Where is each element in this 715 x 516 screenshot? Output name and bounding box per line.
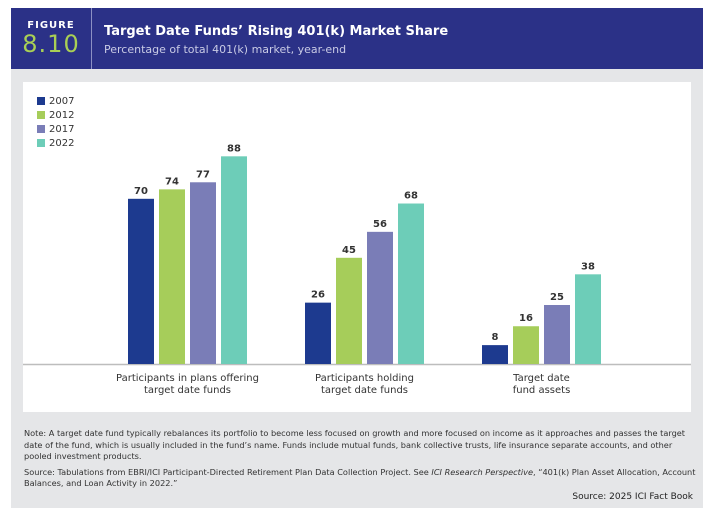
figure-number: 8.10: [22, 30, 80, 58]
figure-frame: FIGURE 8.10 Target Date Funds’ Rising 40…: [11, 8, 703, 508]
data-label: 88: [227, 143, 241, 154]
bar-2017-cat0: [190, 182, 216, 364]
legend-item-2017: 2017: [37, 122, 74, 136]
footnotes: Note: A target date fund typically rebal…: [24, 428, 696, 494]
legend-swatch: [37, 125, 45, 133]
legend-swatch: [37, 97, 45, 105]
figure-header: FIGURE 8.10 Target Date Funds’ Rising 40…: [11, 8, 703, 69]
bar-2007-cat1: [305, 302, 331, 364]
category-label: Participants in plans offering: [116, 373, 259, 384]
bar-2022-cat2: [575, 274, 601, 364]
data-label: 68: [404, 191, 418, 202]
source-publication: ICI Research Perspective: [431, 466, 533, 477]
legend-label: 2022: [49, 137, 75, 149]
data-label: 45: [342, 245, 356, 256]
bar-2022-cat1: [398, 203, 424, 364]
legend-item-2007: 2007: [37, 94, 74, 108]
legend-item-2022: 2022: [37, 136, 74, 150]
data-label: 77: [196, 169, 210, 180]
source-suffix: , “401(k) Plan Asset Allocation, Account…: [24, 466, 696, 489]
bar-2022-cat0: [221, 156, 247, 364]
bar-2012-cat2: [513, 326, 539, 364]
note-text: Note: A target date fund typically rebal…: [24, 428, 686, 461]
data-label: 16: [519, 313, 533, 324]
bar-2017-cat2: [544, 305, 570, 364]
category-label: fund assets: [513, 385, 571, 396]
chart-legend: 2007 2012 2017 2022: [37, 94, 74, 150]
data-label: 25: [550, 292, 564, 303]
bar-2007-cat0: [128, 198, 154, 364]
category-label: Participants holding: [315, 373, 414, 384]
source-prefix: Source: Tabulations from EBRI/ICI Partic…: [24, 466, 432, 477]
legend-item-2012: 2012: [37, 108, 74, 122]
data-label: 8: [492, 332, 499, 343]
legend-label: 2017: [49, 123, 75, 135]
legend-swatch: [37, 111, 45, 119]
bar-2017-cat1: [367, 231, 393, 364]
category-label: target date funds: [144, 385, 231, 396]
source-credit: Source: 2025 ICI Fact Book: [572, 492, 693, 502]
category-label: target date funds: [321, 385, 408, 396]
figure-badge: FIGURE 8.10: [11, 8, 92, 69]
figure-label: FIGURE: [27, 20, 75, 31]
bar-2007-cat2: [482, 345, 508, 364]
data-label: 26: [311, 290, 325, 301]
chart-panel: 70 74 77 88 Participants in plans offering ta…: [23, 82, 691, 412]
legend-label: 2012: [49, 109, 75, 121]
legend-label: 2007: [49, 95, 75, 107]
data-label: 38: [581, 261, 595, 272]
bar-2012-cat1: [336, 257, 362, 364]
data-label: 70: [134, 186, 148, 197]
category-label: Target date: [512, 373, 570, 384]
data-label: 74: [165, 176, 179, 187]
data-label: 56: [373, 219, 387, 230]
chart-subtitle: Percentage of total 401(k) market, year-…: [104, 43, 347, 56]
bar-2012-cat0: [159, 189, 185, 364]
chart-title: Target Date Funds’ Rising 401(k) Market …: [104, 24, 449, 39]
legend-swatch: [37, 139, 45, 147]
source-text: Source: Tabulations from EBRI/ICI Partic…: [24, 467, 696, 490]
